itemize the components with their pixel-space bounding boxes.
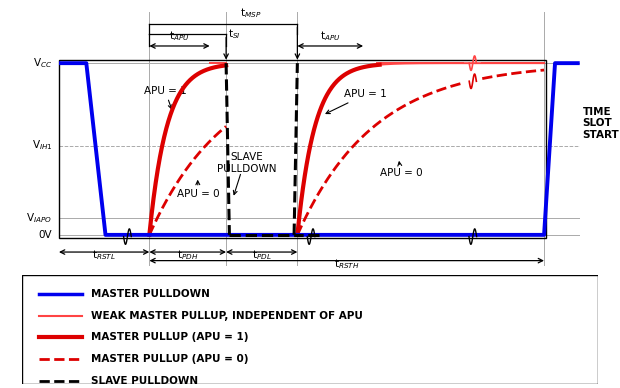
Text: APU = 0: APU = 0 (379, 162, 422, 178)
Text: t$_{APU}$: t$_{APU}$ (320, 29, 340, 43)
Text: APU = 1: APU = 1 (144, 86, 187, 109)
Text: MASTER PULLUP (APU = 0): MASTER PULLUP (APU = 0) (91, 354, 249, 364)
Text: V$_{CC}$: V$_{CC}$ (33, 56, 52, 70)
Text: t$_{APU}$: t$_{APU}$ (169, 29, 190, 43)
Text: V$_{IH1}$: V$_{IH1}$ (32, 139, 52, 152)
Text: MASTER PULLUP (APU = 1): MASTER PULLUP (APU = 1) (91, 333, 249, 342)
Text: t$_{MSP}$: t$_{MSP}$ (240, 7, 262, 20)
Text: V$_{IAPO}$: V$_{IAPO}$ (26, 211, 52, 225)
Text: APU = 0: APU = 0 (177, 181, 219, 199)
Text: 0V: 0V (38, 230, 52, 240)
Text: t$_{RSTH}$: t$_{RSTH}$ (334, 257, 360, 271)
Text: t$_{RSTL}$: t$_{RSTL}$ (92, 249, 116, 262)
Text: t$_{SI}$: t$_{SI}$ (228, 27, 241, 41)
Text: WEAK MASTER PULLUP, INDEPENDENT OF APU: WEAK MASTER PULLUP, INDEPENDENT OF APU (91, 311, 363, 320)
Text: t$_{PDL}$: t$_{PDL}$ (252, 249, 272, 262)
Text: SLAVE PULLDOWN: SLAVE PULLDOWN (91, 376, 198, 386)
Text: APU = 1: APU = 1 (326, 90, 387, 114)
Text: t$_{PDH}$: t$_{PDH}$ (177, 249, 198, 262)
Text: MASTER PULLDOWN: MASTER PULLDOWN (91, 289, 210, 299)
Text: SLAVE
PULLDOWN: SLAVE PULLDOWN (217, 152, 277, 173)
Text: TIME
SLOT
START: TIME SLOT START (582, 107, 619, 140)
